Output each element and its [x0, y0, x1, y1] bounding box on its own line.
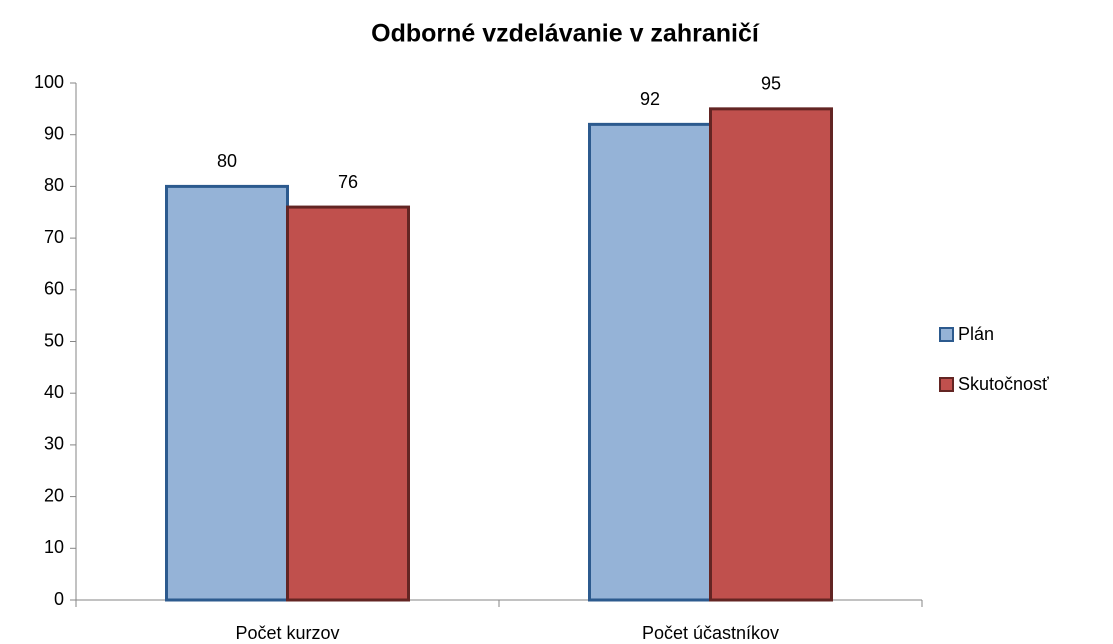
bar [286, 205, 410, 602]
y-tick-label: 90 [44, 123, 64, 143]
y-tick-label: 30 [44, 434, 64, 454]
y-tick-label: 50 [44, 330, 64, 350]
bar [588, 122, 712, 602]
y-tick-label: 20 [44, 485, 64, 505]
x-tick-label: Počet účastníkov [642, 623, 779, 643]
legend-swatch [939, 377, 954, 392]
legend-swatch [939, 327, 954, 342]
y-tick-label: 100 [34, 72, 64, 92]
value-label: 80 [217, 151, 237, 171]
y-tick-label: 40 [44, 382, 64, 402]
legend-label: Plán [958, 324, 994, 344]
bar [709, 107, 833, 602]
chart-title: Odborné vzdelávanie v zahraničí [371, 20, 760, 48]
legend-label: Skutočnosť [958, 374, 1049, 394]
value-label: 76 [338, 172, 358, 192]
bar [165, 184, 289, 602]
y-tick-label: 60 [44, 279, 64, 299]
y-tick-label: 80 [44, 175, 64, 195]
x-tick-label: Počet kurzov [235, 623, 339, 643]
y-tick-label: 70 [44, 227, 64, 247]
y-tick-label: 10 [44, 537, 64, 557]
y-tick-label: 0 [54, 589, 64, 609]
value-label: 95 [761, 74, 781, 94]
value-label: 92 [640, 89, 660, 109]
